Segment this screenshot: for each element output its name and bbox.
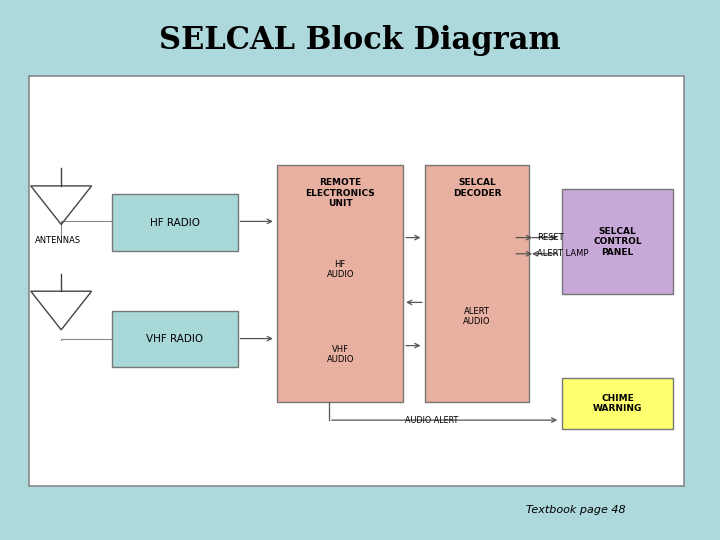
Bar: [425, 165, 529, 402]
Bar: [277, 165, 403, 402]
Text: VHF
AUDIO: VHF AUDIO: [326, 345, 354, 364]
Text: SELCAL
CONTROL
PANEL: SELCAL CONTROL PANEL: [593, 227, 642, 256]
Bar: [29, 76, 684, 486]
Text: SELCAL Block Diagram: SELCAL Block Diagram: [159, 25, 561, 56]
Text: HF RADIO: HF RADIO: [150, 218, 199, 228]
Text: ALERT LAMP: ALERT LAMP: [537, 249, 589, 258]
Text: ALERT
AUDIO: ALERT AUDIO: [463, 307, 491, 327]
Bar: [112, 310, 238, 367]
Bar: [562, 189, 673, 294]
Text: RESET: RESET: [537, 233, 564, 242]
Bar: [562, 378, 673, 429]
Text: HF
AUDIO: HF AUDIO: [326, 260, 354, 279]
Text: CHIME
WARNING: CHIME WARNING: [593, 394, 642, 413]
Text: SELCAL
DECODER: SELCAL DECODER: [453, 178, 501, 198]
Bar: [112, 194, 238, 251]
Text: VHF RADIO: VHF RADIO: [146, 334, 203, 344]
Text: AUDIO ALERT: AUDIO ALERT: [405, 416, 459, 425]
Text: ANTENNAS: ANTENNAS: [35, 236, 81, 245]
Text: Textbook page 48: Textbook page 48: [526, 505, 626, 515]
Text: REMOTE
ELECTRONICS
UNIT: REMOTE ELECTRONICS UNIT: [305, 178, 375, 208]
